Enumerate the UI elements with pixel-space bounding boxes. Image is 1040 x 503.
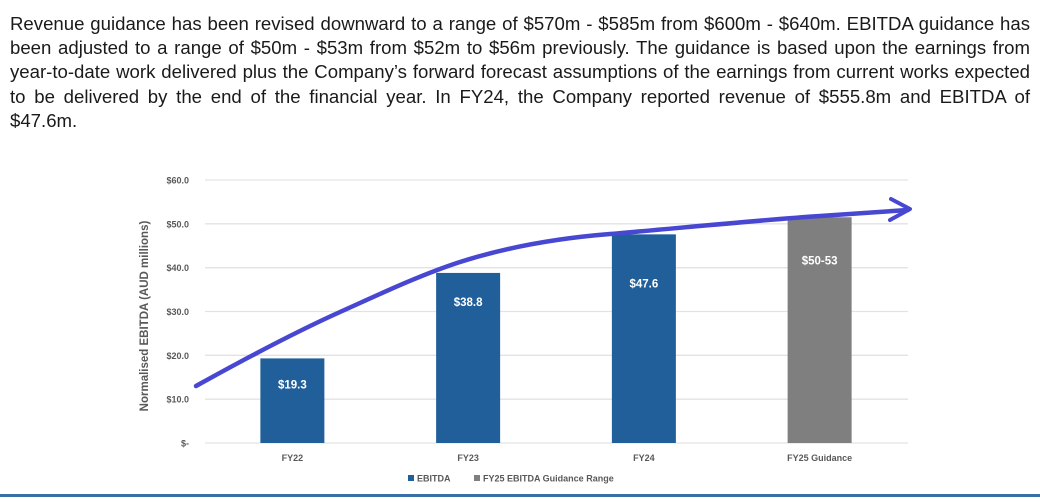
y-axis-ticks: $- $10.0 $20.0 $30.0 $40.0 $50.0 $60.0 (166, 176, 189, 449)
legend-label: FY25 EBITDA Guidance Range (483, 474, 614, 484)
trend-arrow-line (193, 207, 911, 389)
trend-arrow-head-icon (888, 197, 912, 222)
y-axis-label: Normalised EBITDA (AUD millions) (139, 221, 151, 412)
y-tick-label: $30.0 (166, 307, 189, 317)
y-tick-label: $10.0 (166, 395, 189, 405)
x-axis-ticks: FY22 FY23 FY24 FY25 Guidance (282, 453, 853, 463)
legend-label: EBITDA (417, 474, 451, 484)
bar-value-label: $50-53 (802, 255, 838, 267)
x-tick-label: FY24 (633, 453, 655, 463)
trend-arrow (193, 197, 912, 389)
legend-swatch-ebitda (408, 475, 414, 481)
legend-swatch-guidance (474, 475, 480, 481)
bar-value-label: $47.6 (629, 278, 658, 290)
x-tick-label: FY22 (282, 453, 304, 463)
bar-ebitda (436, 272, 501, 443)
y-tick-label: $- (181, 439, 189, 449)
y-tick-label: $20.0 (166, 351, 189, 361)
bottom-rule (0, 494, 1040, 497)
bar-value-label: $38.8 (454, 297, 483, 309)
paragraph-text: Revenue guidance has been revised downwa… (10, 13, 1030, 131)
bars: $19.3 $38.8 $47.6 $50-53 (260, 217, 852, 443)
bar-ebitda (260, 358, 325, 443)
x-tick-label: FY23 (457, 453, 479, 463)
x-tick-label: FY25 Guidance (787, 453, 852, 463)
bar-value-label: $19.3 (278, 379, 307, 391)
y-tick-label: $60.0 (166, 176, 189, 186)
bar-guidance (787, 217, 852, 443)
guidance-paragraph: Revenue guidance has been revised downwa… (10, 12, 1030, 133)
y-tick-label: $50.0 (166, 219, 189, 229)
y-tick-label: $40.0 (166, 263, 189, 273)
bar-ebitda (611, 234, 676, 443)
legend: EBITDA FY25 EBITDA Guidance Range (408, 474, 614, 484)
